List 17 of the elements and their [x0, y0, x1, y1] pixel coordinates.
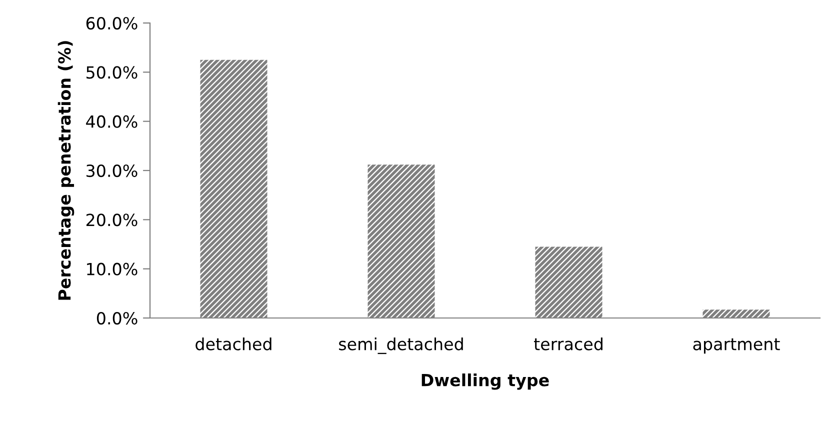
bar — [200, 60, 268, 318]
x-axis-title: Dwelling type — [422, 373, 549, 390]
x-tick-label: apartment — [693, 338, 780, 354]
y-tick-label: 50.0% — [86, 66, 138, 79]
x-tick-label: detached — [196, 337, 272, 350]
y-tick-label: 30.0% — [86, 164, 138, 178]
bar — [702, 310, 770, 318]
y-tick-label: 10.0% — [87, 262, 138, 276]
x-tick-label: semi_detached — [339, 337, 463, 354]
y-axis-title: Percentage penetration (%) — [58, 41, 74, 300]
bar — [535, 246, 602, 318]
y-tick-label: 40.0% — [86, 115, 138, 128]
y-tick-label: 60.0% — [86, 16, 138, 30]
y-tick-label: 0.0% — [96, 312, 138, 325]
bar — [368, 164, 435, 318]
x-tick-label: terraced — [534, 337, 602, 350]
y-tick-label: 20.0% — [86, 214, 138, 226]
